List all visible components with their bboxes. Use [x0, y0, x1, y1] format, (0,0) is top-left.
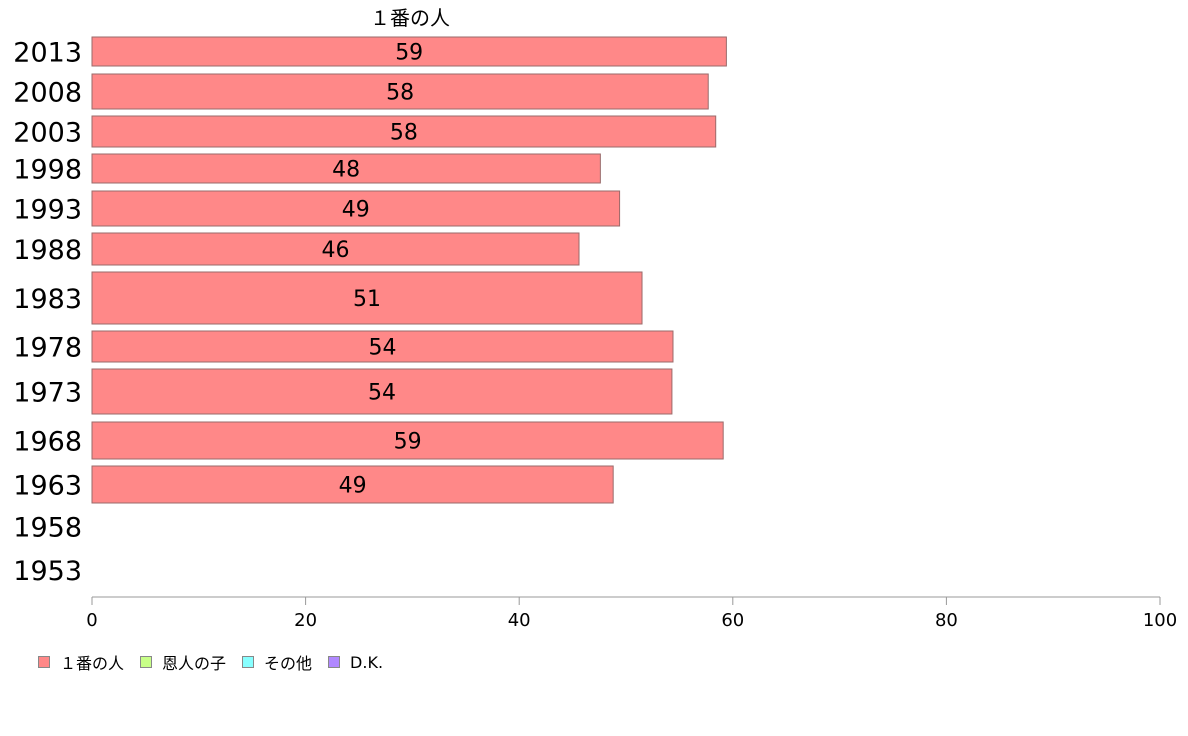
y-tick-label: 1978 — [13, 333, 82, 364]
bar — [91, 190, 621, 227]
bar-value-label: 59 — [395, 41, 423, 66]
y-tick-label: 1963 — [13, 471, 82, 502]
legend-label: 恩人の子 — [162, 654, 227, 673]
bar-value-label: 51 — [353, 287, 381, 312]
bar-value-label: 49 — [342, 198, 370, 223]
y-tick-label: 1983 — [13, 284, 82, 315]
bar-value-label: 54 — [368, 336, 396, 361]
bar — [91, 115, 717, 148]
bar-value-label: 58 — [390, 121, 418, 146]
bar-value-label: 49 — [339, 474, 367, 499]
bar — [91, 465, 614, 504]
bar — [91, 153, 601, 184]
y-axis-labels: 2013 2008 2003 1998 1993 1988 1983 1978 1973 1968… — [13, 38, 82, 588]
chart-title: １番の人 — [370, 6, 450, 30]
bar — [91, 232, 580, 266]
bar-value-label: 59 — [394, 430, 422, 455]
x-tick-label: 100 — [1143, 610, 1177, 631]
x-tick-label: 40 — [508, 610, 531, 631]
legend-swatch — [38, 656, 50, 668]
legend-swatch — [328, 656, 341, 668]
bar — [91, 330, 674, 363]
legend-item: その他 — [242, 650, 312, 674]
legend-label: その他 — [264, 654, 313, 673]
bar-value-label: 46 — [322, 238, 350, 263]
legend-item: 恩人の子 — [140, 650, 226, 674]
bar-value-label: 54 — [368, 381, 396, 406]
y-tick-label: 1998 — [13, 155, 82, 186]
legend-swatch — [140, 656, 153, 668]
y-tick-label: 1988 — [13, 235, 82, 266]
bar — [91, 421, 724, 460]
x-tick-label: 0 — [86, 610, 97, 631]
bar — [91, 36, 727, 67]
bar-value-label: 58 — [386, 81, 414, 106]
y-tick-label: 1953 — [13, 556, 82, 587]
bar — [91, 271, 643, 325]
y-tick-label: 1993 — [13, 195, 82, 226]
y-tick-label: 2008 — [13, 78, 82, 109]
x-tick-label: 60 — [721, 610, 744, 631]
legend-label: D.K. — [350, 652, 384, 672]
x-axis: 0 20 40 60 80 100 — [86, 596, 1177, 631]
y-tick-label: 2003 — [13, 118, 82, 149]
x-tick-label: 80 — [935, 610, 958, 631]
y-tick-label: 1973 — [13, 378, 82, 409]
bar — [91, 73, 709, 110]
legend: １番の人 恩人の子 その他 D.K. — [38, 650, 399, 674]
bar — [91, 368, 673, 415]
y-tick-label: 1958 — [13, 513, 82, 544]
bar-value-label: 48 — [332, 158, 360, 183]
y-tick-label: 1968 — [13, 427, 82, 458]
legend-item: １番の人 — [38, 650, 124, 674]
y-tick-label: 2013 — [13, 38, 82, 69]
legend-label: １番の人 — [60, 654, 125, 673]
legend-swatch — [242, 656, 255, 668]
legend-item: D.K. — [328, 653, 383, 672]
x-tick-label: 20 — [294, 610, 317, 631]
